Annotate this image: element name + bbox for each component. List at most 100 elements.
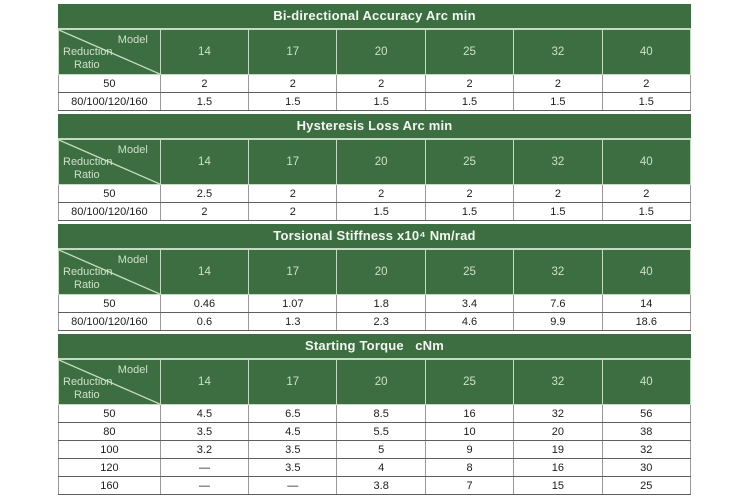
table-row: 80 3.5 4.5 5.5 10 20 38 — [58, 422, 692, 441]
column-header: 40 — [601, 139, 692, 185]
data-cell: 2 — [248, 184, 338, 203]
table-row: 80/100/120/160 0.6 1.3 2.3 4.6 9.9 18.6 — [58, 312, 692, 331]
reduction-label-line1: Reduction — [63, 156, 113, 168]
data-cell: 1.5 — [513, 202, 603, 221]
data-cell: 4.6 — [424, 312, 515, 331]
reduction-label-line1: Reduction — [63, 376, 113, 388]
data-cell: 2 — [424, 74, 515, 93]
corner-cell: Model Reduction Ratio — [58, 29, 161, 75]
data-cell: 2 — [424, 184, 515, 203]
column-header: 17 — [248, 359, 338, 405]
data-cell: 1.5 — [336, 92, 426, 111]
data-cell: 2 — [159, 74, 250, 93]
column-header: 20 — [336, 139, 426, 185]
model-label: Model — [117, 254, 148, 266]
data-cell: — — [159, 458, 250, 477]
corner-cell: Model Reduction Ratio — [58, 359, 161, 405]
reduction-label-line2: Ratio — [74, 279, 100, 291]
spec-table-grid: Model Reduction Ratio 14 17 20 25 32 40 50 2.5 2 2 2 2… — [58, 139, 692, 221]
data-cell: 7.6 — [513, 294, 603, 313]
reduction-label-line2: Ratio — [74, 389, 100, 401]
data-cell: 1.5 — [601, 202, 692, 221]
column-header: 20 — [336, 359, 426, 405]
column-header: 20 — [336, 29, 426, 75]
reduction-label-line1: Reduction — [63, 46, 113, 58]
data-cell: 1.3 — [248, 312, 338, 331]
reduction-label-line2: Ratio — [74, 59, 100, 71]
column-header: 25 — [424, 359, 515, 405]
data-cell: 2 — [336, 184, 426, 203]
model-label: Model — [117, 144, 148, 156]
data-cell: 2 — [336, 74, 426, 93]
data-cell: 5.5 — [336, 422, 426, 441]
table-title: Bi-directional Accuracy Arc min — [58, 4, 691, 29]
column-header: 40 — [601, 249, 692, 295]
data-cell: 19 — [513, 440, 603, 459]
data-cell: 1.5 — [601, 92, 692, 111]
column-header: 25 — [424, 249, 515, 295]
data-cell: 2 — [601, 74, 692, 93]
row-label: 80/100/120/160 — [58, 312, 161, 331]
data-cell: 2 — [513, 184, 603, 203]
data-cell: 30 — [601, 458, 692, 477]
row-label: 120 — [58, 458, 161, 477]
spec-table-grid: Model Reduction Ratio 14 17 20 25 32 40 50 4.5 6.5 8… — [58, 359, 692, 495]
data-cell: 3.5 — [159, 422, 250, 441]
data-cell: 56 — [601, 404, 692, 423]
row-label: 50 — [58, 404, 161, 423]
table-row: 50 2.5 2 2 2 2 2 — [58, 184, 692, 203]
data-cell: 0.46 — [159, 294, 250, 313]
table-title: Torsional Stiffness x10⁴ Nm/rad — [58, 224, 691, 249]
table-row: 100 3.2 3.5 5 9 19 32 — [58, 440, 692, 459]
row-label: 80/100/120/160 — [58, 202, 161, 221]
data-cell: — — [159, 476, 250, 495]
column-header: 17 — [248, 139, 338, 185]
column-header: 14 — [159, 139, 250, 185]
data-cell: 16 — [513, 458, 603, 477]
data-cell: 1.07 — [248, 294, 338, 313]
reduction-label-line2: Ratio — [74, 169, 100, 181]
data-cell: 1.5 — [159, 92, 250, 111]
data-cell: 38 — [601, 422, 692, 441]
column-header: 17 — [248, 249, 338, 295]
table-title: Hysteresis Loss Arc min — [58, 114, 691, 139]
data-cell: 3.8 — [336, 476, 426, 495]
row-label: 80 — [58, 422, 161, 441]
data-cell: 1.5 — [248, 92, 338, 111]
data-cell: 1.5 — [424, 202, 515, 221]
column-header: 32 — [513, 29, 603, 75]
column-header: 14 — [159, 359, 250, 405]
table-row: 160— —3.8 7 15 25 — [58, 476, 692, 495]
data-cell: 2 — [513, 74, 603, 93]
data-cell: 3.2 — [159, 440, 250, 459]
column-header: 17 — [248, 29, 338, 75]
table-row: 50 4.5 6.5 8.5 16 32 56 — [58, 404, 692, 423]
data-cell: 5 — [336, 440, 426, 459]
column-header: 14 — [159, 249, 250, 295]
corner-cell: Model Reduction Ratio — [58, 249, 161, 295]
data-cell: 6.5 — [248, 404, 338, 423]
header-row: Model Reduction Ratio 14 17 20 25 32 40 — [58, 249, 692, 295]
data-cell: 9 — [424, 440, 515, 459]
data-cell: 3.5 — [248, 458, 338, 477]
row-label: 50 — [58, 184, 161, 203]
data-cell: 2.5 — [159, 184, 250, 203]
data-cell: 1.5 — [336, 202, 426, 221]
data-cell: — — [248, 476, 338, 495]
row-label: 80/100/120/160 — [58, 92, 161, 111]
data-cell: 0.6 — [159, 312, 250, 331]
data-cell: 3.5 — [248, 440, 338, 459]
column-header: 32 — [513, 359, 603, 405]
table-row: 120—3.5 4 8 16 30 — [58, 458, 692, 477]
diagonal-line — [59, 30, 160, 74]
header-row: Model Reduction Ratio 14 17 20 25 32 40 — [58, 359, 692, 405]
table-row: 50 0.46 1.07 1.8 3.4 7.6 14 — [58, 294, 692, 313]
data-cell: 16 — [424, 404, 515, 423]
spec-table-grid: Model Reduction Ratio 14 17 20 25 32 40 50 0.46 1.0… — [58, 249, 692, 331]
data-cell: 20 — [513, 422, 603, 441]
corner-cell: Model Reduction Ratio — [58, 139, 161, 185]
column-header: 40 — [601, 29, 692, 75]
table-title: Starting Torque cNm — [58, 334, 691, 359]
model-label: Model — [117, 34, 148, 46]
